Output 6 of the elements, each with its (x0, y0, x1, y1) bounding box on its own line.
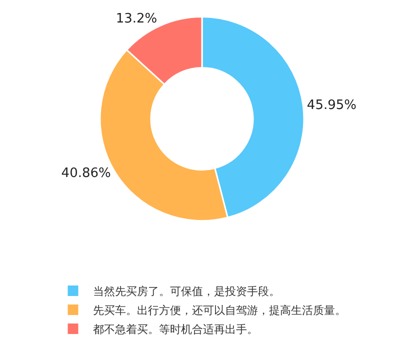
data-label: 40.86% (61, 166, 111, 181)
data-label: 45.95% (306, 98, 356, 114)
legend-label: 当然先买房了。可保值，是投资手段。 (93, 284, 280, 298)
data-label: 13.2% (116, 12, 158, 27)
legend-label: 都不急着买。等时机合适再出手。 (93, 322, 258, 336)
legend-label: 先买车。出行方便，还可以自驾游，提高生活质量。 (93, 304, 346, 317)
